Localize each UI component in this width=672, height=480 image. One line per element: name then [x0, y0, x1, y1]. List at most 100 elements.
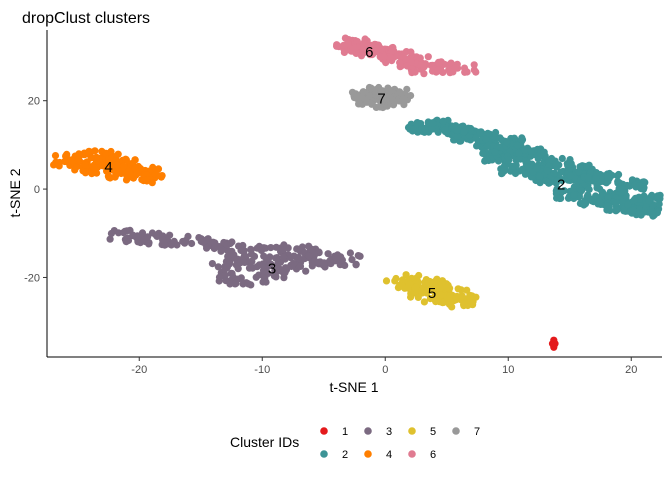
data-point — [491, 148, 499, 156]
data-point — [482, 135, 490, 143]
x-tick-label: 20 — [625, 364, 637, 376]
data-point — [500, 163, 508, 171]
data-point — [654, 192, 662, 200]
data-point — [430, 279, 438, 287]
series-6-points — [333, 34, 480, 78]
legend-item-7: 7 — [452, 426, 480, 438]
data-point — [439, 117, 447, 125]
data-point — [363, 98, 371, 106]
data-point — [388, 47, 396, 55]
data-point — [434, 66, 442, 74]
data-point — [552, 161, 560, 169]
data-point — [231, 280, 239, 288]
data-point — [441, 126, 449, 134]
legend: Cluster IDs 1 2 3 4 5 6 7 — [230, 426, 480, 461]
data-point — [463, 68, 471, 76]
data-point — [558, 154, 566, 163]
data-point — [359, 88, 367, 96]
data-point — [119, 229, 128, 237]
data-point — [483, 142, 491, 150]
data-point — [253, 263, 261, 271]
data-point — [272, 254, 280, 262]
data-point — [255, 242, 263, 250]
series-5-points — [382, 271, 480, 311]
legend-label: 1 — [342, 426, 348, 438]
data-point — [217, 247, 225, 255]
data-point — [125, 167, 133, 175]
data-point — [451, 64, 459, 72]
data-point — [113, 161, 121, 169]
data-point — [239, 280, 247, 288]
data-point — [372, 91, 380, 99]
data-point — [376, 103, 384, 111]
data-point — [311, 257, 319, 265]
data-point — [352, 261, 360, 269]
data-point — [396, 88, 404, 96]
cluster-label-7: 7 — [377, 90, 385, 107]
data-point — [99, 162, 107, 170]
data-point — [513, 141, 522, 150]
data-point — [248, 257, 256, 265]
legend-item-6: 6 — [408, 449, 436, 461]
legend-item-3: 3 — [364, 426, 392, 438]
chart-title: dropClust clusters — [22, 10, 150, 27]
plot-area: 2 3 4 5 6 7 — [50, 34, 664, 351]
data-point — [420, 298, 428, 306]
data-point — [551, 340, 559, 348]
data-point — [453, 126, 461, 135]
data-point — [624, 201, 632, 209]
data-point — [305, 252, 313, 260]
data-point — [409, 125, 418, 134]
data-point — [613, 172, 622, 180]
data-point — [51, 152, 60, 160]
data-point — [442, 284, 450, 292]
data-point — [629, 206, 637, 214]
data-point — [360, 41, 368, 49]
data-point — [402, 271, 410, 279]
data-point — [267, 244, 275, 252]
data-point — [399, 276, 407, 284]
legend-title: Cluster IDs — [230, 434, 299, 450]
data-point — [320, 259, 328, 267]
data-point — [438, 299, 447, 307]
data-point — [383, 102, 391, 110]
legend-label: 6 — [430, 449, 436, 461]
y-tick-label: 0 — [34, 184, 40, 196]
legend-item-4: 4 — [364, 449, 392, 461]
data-point — [515, 149, 523, 157]
data-point — [636, 182, 644, 190]
data-point — [614, 177, 622, 186]
data-point — [148, 179, 156, 187]
data-point — [604, 194, 612, 202]
data-point — [429, 286, 437, 294]
data-point — [552, 190, 561, 198]
data-point — [635, 195, 644, 203]
data-point — [346, 249, 354, 257]
data-point — [472, 68, 480, 76]
data-point — [453, 292, 461, 300]
x-tick-label: 0 — [382, 364, 388, 376]
data-point — [592, 169, 600, 177]
data-point — [302, 267, 310, 275]
data-point — [359, 47, 367, 55]
data-point — [259, 278, 267, 286]
data-point — [118, 167, 126, 175]
data-point — [203, 244, 211, 252]
data-point — [354, 252, 362, 260]
data-point — [210, 244, 218, 253]
cluster-label-5: 5 — [428, 285, 436, 302]
data-point — [505, 156, 513, 164]
data-point — [106, 235, 114, 243]
data-point — [75, 155, 83, 163]
data-point — [463, 286, 471, 294]
data-point — [188, 239, 196, 248]
data-point — [414, 293, 422, 301]
data-point — [604, 173, 612, 181]
data-point — [420, 70, 428, 78]
data-point — [550, 169, 559, 177]
cluster-label-3: 3 — [268, 261, 276, 278]
data-point — [645, 197, 653, 205]
data-point — [492, 134, 500, 142]
data-point — [107, 229, 115, 238]
data-point — [151, 170, 159, 178]
